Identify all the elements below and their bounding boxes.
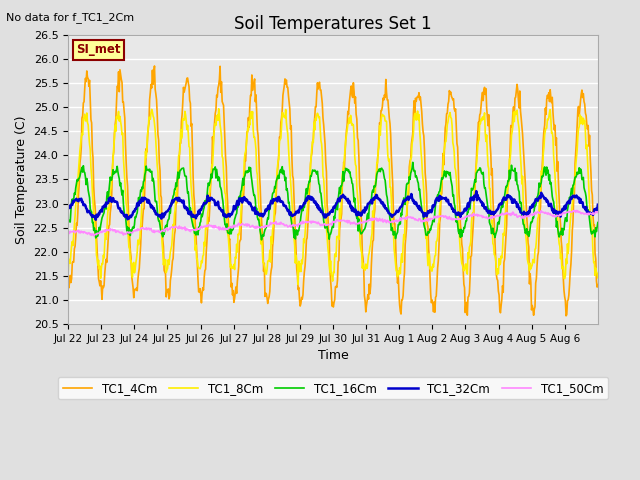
TC1_8Cm	[225, 235, 232, 241]
TC1_32Cm	[594, 202, 602, 207]
TC1_8Cm	[251, 134, 259, 140]
TC1_4Cm	[225, 218, 232, 224]
TC1_32Cm	[225, 211, 232, 217]
TC1_32Cm	[64, 205, 72, 211]
TC1_8Cm	[389, 223, 397, 229]
TC1_32Cm	[271, 198, 278, 204]
TC1_16Cm	[388, 225, 396, 230]
Text: SI_met: SI_met	[76, 43, 120, 56]
TC1_8Cm	[64, 270, 72, 276]
TC1_50Cm	[251, 225, 259, 231]
TC1_16Cm	[409, 159, 417, 165]
Line: TC1_16Cm: TC1_16Cm	[68, 162, 598, 240]
TC1_8Cm	[215, 106, 223, 112]
Title: Soil Temperatures Set 1: Soil Temperatures Set 1	[234, 15, 432, 33]
Line: TC1_50Cm: TC1_50Cm	[68, 210, 598, 236]
Line: TC1_4Cm: TC1_4Cm	[68, 66, 598, 316]
TC1_32Cm	[388, 214, 396, 220]
TC1_50Cm	[570, 207, 578, 213]
Y-axis label: Soil Temperature (C): Soil Temperature (C)	[15, 115, 28, 244]
TC1_50Cm	[127, 229, 135, 235]
TC1_8Cm	[271, 196, 278, 202]
TC1_32Cm	[418, 208, 426, 214]
TC1_16Cm	[224, 230, 232, 236]
TC1_32Cm	[251, 204, 259, 210]
TC1_8Cm	[294, 282, 302, 288]
TC1_50Cm	[64, 230, 72, 236]
Line: TC1_8Cm: TC1_8Cm	[68, 109, 598, 285]
TC1_16Cm	[258, 237, 266, 243]
TC1_4Cm	[150, 63, 158, 69]
TC1_50Cm	[225, 225, 232, 230]
TC1_16Cm	[64, 219, 72, 225]
TC1_4Cm	[418, 109, 426, 115]
TC1_16Cm	[127, 233, 134, 239]
TC1_50Cm	[418, 218, 426, 224]
TC1_4Cm	[388, 168, 396, 173]
TC1_8Cm	[127, 258, 134, 264]
TC1_8Cm	[594, 275, 602, 281]
TC1_16Cm	[419, 209, 426, 215]
TC1_50Cm	[594, 209, 602, 215]
TC1_50Cm	[90, 233, 97, 239]
TC1_16Cm	[594, 220, 602, 226]
Text: No data for f_TC1_2Cm: No data for f_TC1_2Cm	[6, 12, 134, 23]
TC1_4Cm	[271, 213, 278, 219]
TC1_32Cm	[92, 217, 100, 223]
TC1_8Cm	[419, 170, 426, 176]
TC1_4Cm	[64, 281, 72, 287]
Line: TC1_32Cm: TC1_32Cm	[68, 191, 598, 220]
TC1_50Cm	[271, 221, 278, 227]
TC1_16Cm	[250, 192, 258, 198]
TC1_4Cm	[562, 313, 570, 319]
TC1_4Cm	[251, 76, 259, 82]
Legend: TC1_4Cm, TC1_8Cm, TC1_16Cm, TC1_32Cm, TC1_50Cm: TC1_4Cm, TC1_8Cm, TC1_16Cm, TC1_32Cm, TC…	[58, 377, 608, 399]
TC1_32Cm	[127, 214, 135, 220]
TC1_32Cm	[472, 188, 480, 194]
TC1_50Cm	[388, 218, 396, 224]
TC1_16Cm	[271, 184, 278, 190]
TC1_4Cm	[594, 282, 602, 288]
X-axis label: Time: Time	[317, 349, 348, 362]
TC1_4Cm	[127, 247, 134, 253]
